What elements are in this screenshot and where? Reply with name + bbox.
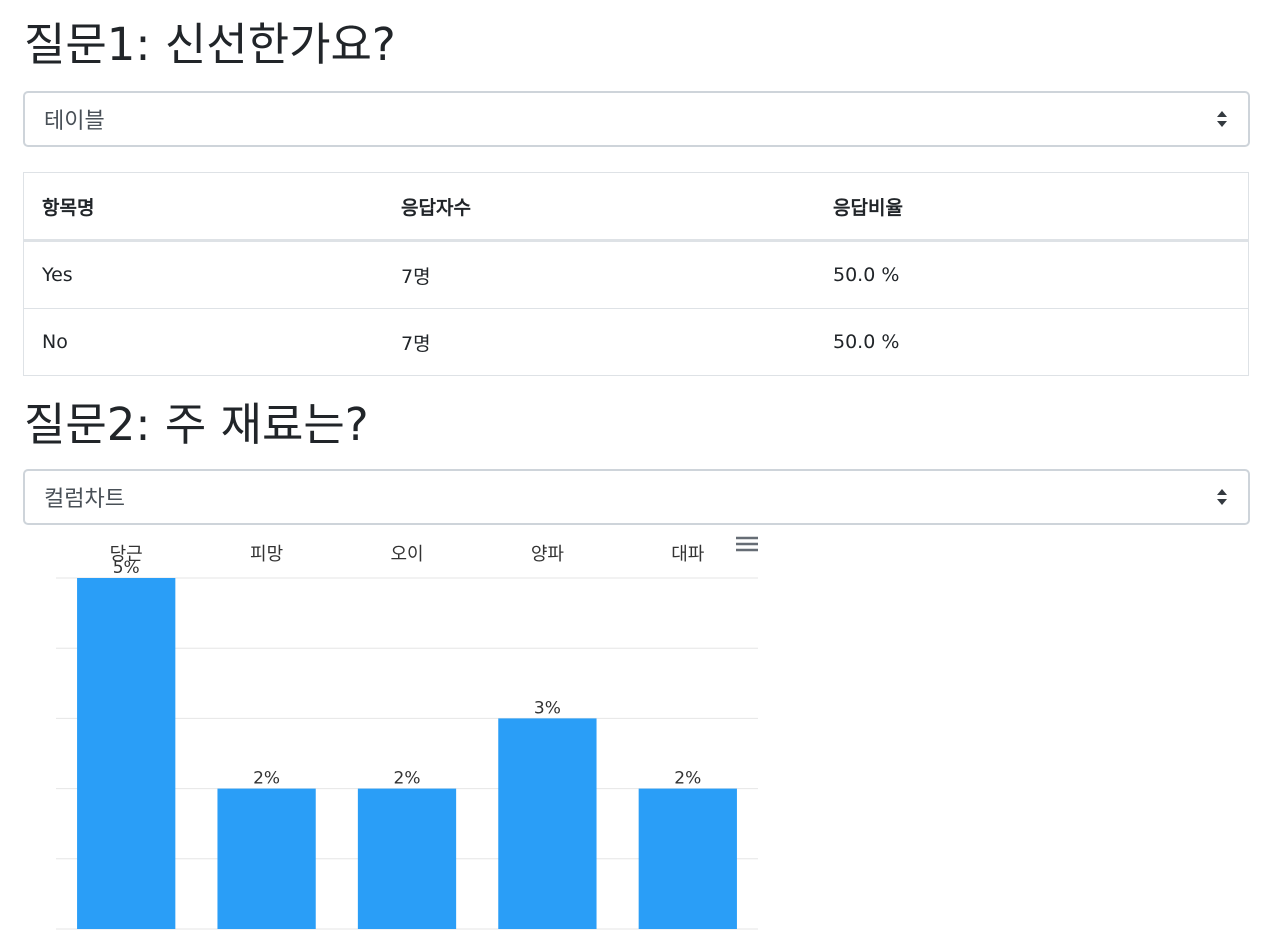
- select-arrows-icon: [1217, 111, 1227, 127]
- chart-bar: [77, 578, 176, 929]
- question1-view-select[interactable]: 테이블: [23, 91, 1250, 147]
- chart-data-label: 5%: [113, 558, 140, 578]
- table-cell-count: 7명: [383, 308, 815, 376]
- chart-category-label: 당근: [110, 544, 143, 565]
- question1-results-table: 항목명 응답자수 응답비율 Yes 7명 50.0 % No 7명 50.0 %: [23, 172, 1249, 376]
- question2-column-chart: 당근 5% 피망 2% 오이 2% 양파 3% 대파 2%: [40, 530, 770, 940]
- chart-data-label: 2%: [394, 769, 421, 789]
- question1-view-select-value: 테이블: [44, 109, 105, 134]
- chart-data-label: 2%: [674, 769, 701, 789]
- table-row: Yes 7명 50.0 %: [23, 240, 1249, 309]
- chart-data-label: 2%: [253, 769, 280, 789]
- table-cell-count: 7명: [383, 240, 815, 309]
- table-header-respondents: 응답자수: [383, 172, 815, 242]
- question2-view-select-value: 컬럼차트: [44, 487, 125, 512]
- chart-category-label: 양파: [531, 544, 565, 565]
- chart-category-label: 대파: [671, 544, 705, 565]
- chart-menu-icon[interactable]: [733, 535, 759, 557]
- chart-bar: [217, 788, 316, 929]
- chart-bar: [638, 788, 737, 929]
- table-cell-ratio: 50.0 %: [815, 240, 1249, 309]
- chart-bar: [357, 788, 457, 929]
- table-row: No 7명 50.0 %: [23, 308, 1249, 376]
- table-cell-ratio: 50.0 %: [815, 308, 1249, 376]
- chart-data-label: 3%: [534, 698, 561, 718]
- chart-labels: 당근5% 피망 2% 오이 2% 양파 3% 대파 2%: [110, 544, 705, 789]
- table-header-ratio: 응답비율: [815, 172, 1249, 242]
- chart-category-label: 오이: [390, 544, 423, 565]
- table-header-row: 항목명 응답자수 응답비율: [23, 172, 1249, 242]
- select-arrows-icon: [1217, 489, 1227, 505]
- question2-view-select[interactable]: 컬럼차트: [23, 469, 1250, 525]
- table-cell-item: Yes: [23, 240, 383, 309]
- table-cell-item: No: [23, 308, 383, 376]
- chart-category-label: 피망: [250, 544, 283, 565]
- table-header-item-name: 항목명: [23, 172, 383, 242]
- chart-bars: [77, 578, 737, 929]
- column-chart-svg: 당근5% 피망 2% 오이 2% 양파 3% 대파 2%: [56, 535, 759, 930]
- chart-bar: [498, 718, 597, 929]
- question2-title: 질문2: 주 재료는?: [24, 398, 369, 451]
- question1-title: 질문1: 신선한가요?: [24, 18, 396, 71]
